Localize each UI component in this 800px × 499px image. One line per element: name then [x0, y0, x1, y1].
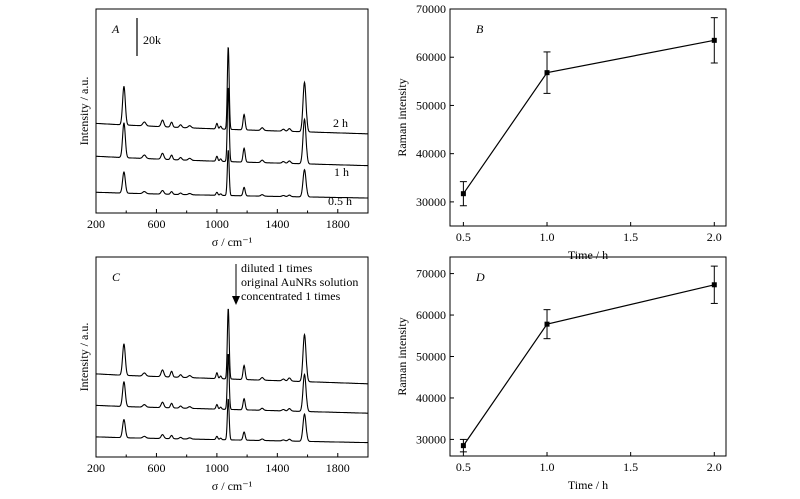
plot-frame — [95, 8, 369, 214]
x-axis-label: Time / h — [568, 248, 608, 262]
data-point — [544, 70, 550, 76]
plot-frame — [449, 8, 727, 227]
y-tick-label: 50000 — [416, 98, 446, 112]
y-axis-label: Intensity / a.u. — [77, 323, 91, 392]
spectrum-line-2 — [96, 398, 368, 444]
x-tick-label: 1.0 — [540, 460, 555, 474]
x-tick-label: 1400 — [265, 461, 289, 475]
series-label: 2 h — [333, 116, 348, 130]
y-tick-label: 60000 — [416, 50, 446, 64]
panel-C: 200 600 1000 1400 1800 σ / cm⁻¹ Intensity / a.… — [77, 256, 369, 493]
panel-letter: D — [475, 270, 485, 284]
panel-letter: B — [476, 22, 484, 36]
y-tick-label: 30000 — [416, 432, 446, 446]
x-tick-label: 600 — [147, 461, 165, 475]
x-tick-label: 0.5 — [456, 230, 471, 244]
panel-A: 200 600 1000 1400 1800 σ / cm⁻¹ Intensity / a.… — [77, 8, 369, 249]
y-tick-label: 40000 — [416, 391, 446, 405]
x-tick-label: 1800 — [326, 217, 350, 231]
plot-frame — [95, 256, 369, 458]
y-tick-label: 50000 — [416, 350, 446, 364]
data-point — [460, 443, 466, 449]
plot-frame — [449, 256, 727, 457]
x-axis-label: σ / cm⁻¹ — [212, 479, 253, 493]
data-point — [544, 321, 550, 327]
series-label: 0.5 h — [328, 194, 352, 208]
annotation-text: original AuNRs solution — [241, 275, 358, 289]
panel-letter: C — [112, 270, 121, 284]
y-axis-label: Raman intensity — [395, 317, 409, 395]
y-axis-label: Raman intensity — [395, 78, 409, 156]
y-tick-label: 30000 — [416, 195, 446, 209]
panel-B: 0.5 1.0 1.5 2.0 30000 40000 50000 60000 70000 Tim… — [395, 2, 727, 262]
scale-bar-label: 20k — [143, 33, 161, 47]
x-tick-label: 1.5 — [623, 230, 638, 244]
series-line — [462, 284, 715, 446]
series-line — [462, 39, 715, 195]
x-axis-label: Time / h — [568, 478, 608, 492]
x-tick-label: 1.0 — [540, 230, 555, 244]
panel-letter: A — [111, 22, 120, 36]
panel-D: 0.5 1.0 1.5 2.0 30000 40000 50000 60000 70000 Tim… — [395, 256, 727, 492]
x-tick-label: 200 — [87, 461, 105, 475]
data-point — [711, 282, 717, 288]
x-tick-label: 2.0 — [707, 460, 722, 474]
x-tick-label: 0.5 — [456, 460, 471, 474]
x-tick-label: 2.0 — [707, 230, 722, 244]
x-axis-label: σ / cm⁻¹ — [212, 235, 253, 249]
spectrum-line-2 — [96, 150, 368, 199]
spectrum-line-1 — [96, 353, 368, 414]
data-point — [711, 37, 717, 43]
annotation-arrow-head — [232, 296, 240, 305]
y-tick-label: 70000 — [416, 2, 446, 16]
series-label: 1 h — [334, 165, 349, 179]
spectrum-line-1 — [96, 87, 368, 167]
annotation-text: concentrated 1 times — [241, 289, 341, 303]
y-tick-label: 40000 — [416, 147, 446, 161]
x-tick-label: 200 — [87, 217, 105, 231]
y-tick-label: 60000 — [416, 308, 446, 322]
y-tick-label: 70000 — [416, 267, 446, 281]
x-tick-label: 600 — [147, 217, 165, 231]
data-point — [460, 191, 466, 197]
annotation-text: diluted 1 times — [241, 261, 313, 275]
x-tick-label: 1000 — [205, 461, 229, 475]
x-tick-label: 1800 — [326, 461, 350, 475]
x-tick-label: 1000 — [205, 217, 229, 231]
spectrum-line-0 — [96, 47, 368, 135]
x-tick-label: 1.5 — [623, 460, 638, 474]
spectrum-line-0 — [96, 308, 368, 385]
y-axis-label: Intensity / a.u. — [77, 77, 91, 146]
x-tick-label: 1400 — [265, 217, 289, 231]
